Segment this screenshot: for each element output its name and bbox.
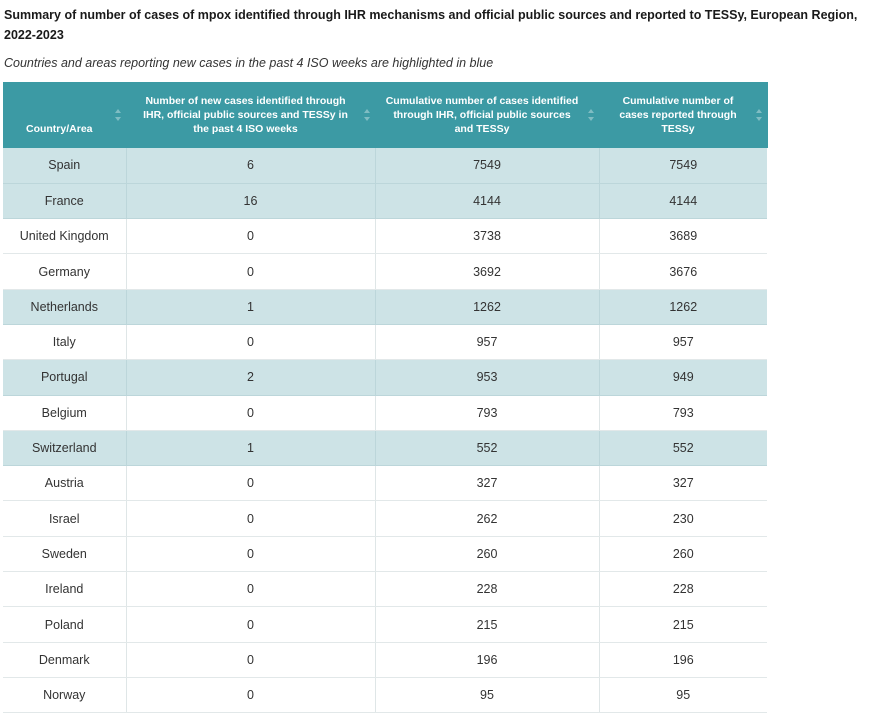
sort-icon[interactable] bbox=[755, 109, 762, 121]
cumulative-tessy-cell: 228 bbox=[599, 571, 767, 608]
table-row: Netherlands 1 1262 1262 bbox=[3, 289, 767, 325]
new-cases-cell: 0 bbox=[126, 324, 376, 361]
table-row: Israel 0 262 230 bbox=[3, 500, 767, 537]
country-cell: United Kingdom bbox=[3, 218, 127, 255]
country-cell: Poland bbox=[3, 606, 127, 643]
mpox-cases-table: Country/Area Number of new cases identif… bbox=[3, 82, 768, 713]
table-row: Denmark 0 196 196 bbox=[3, 642, 767, 678]
cumulative-ihr-cell: 1262 bbox=[375, 289, 600, 325]
country-cell: Austria bbox=[3, 465, 127, 502]
cumulative-ihr-cell: 7549 bbox=[375, 148, 600, 184]
new-cases-cell: 6 bbox=[126, 148, 376, 184]
column-header-label: Cumulative number of cases identified th… bbox=[385, 95, 579, 135]
cumulative-ihr-cell: 215 bbox=[375, 606, 600, 643]
cumulative-tessy-cell: 7549 bbox=[599, 148, 767, 184]
cumulative-ihr-cell: 196 bbox=[375, 642, 600, 678]
cumulative-tessy-cell: 215 bbox=[599, 606, 767, 643]
cumulative-ihr-cell: 793 bbox=[375, 395, 600, 431]
country-cell: France bbox=[3, 183, 127, 220]
new-cases-cell: 1 bbox=[126, 430, 376, 467]
country-cell: Ireland bbox=[3, 571, 127, 608]
table-row: Austria 0 327 327 bbox=[3, 465, 767, 502]
table-row: Spain 6 7549 7549 bbox=[3, 148, 767, 184]
cumulative-ihr-cell: 3692 bbox=[375, 253, 600, 290]
new-cases-cell: 0 bbox=[126, 571, 376, 608]
new-cases-cell: 0 bbox=[126, 677, 376, 713]
cumulative-tessy-cell: 793 bbox=[599, 395, 767, 431]
table-row: United Kingdom 0 3738 3689 bbox=[3, 218, 767, 255]
country-cell: Switzerland bbox=[3, 430, 127, 467]
table-row: Poland 0 215 215 bbox=[3, 606, 767, 643]
country-cell: Netherlands bbox=[3, 289, 127, 325]
new-cases-cell: 16 bbox=[126, 183, 376, 220]
sort-icon[interactable] bbox=[363, 109, 370, 121]
new-cases-cell: 1 bbox=[126, 289, 376, 325]
country-cell: Norway bbox=[3, 677, 127, 713]
cumulative-ihr-cell: 4144 bbox=[375, 183, 600, 220]
column-header-cumulative-tessy[interactable]: Cumulative number of cases reported thro… bbox=[599, 82, 768, 148]
new-cases-cell: 0 bbox=[126, 606, 376, 643]
cumulative-ihr-cell: 95 bbox=[375, 677, 600, 713]
page-title: Summary of number of cases of mpox ident… bbox=[4, 8, 858, 42]
cumulative-tessy-cell: 552 bbox=[599, 430, 767, 467]
cumulative-ihr-cell: 3738 bbox=[375, 218, 600, 255]
cumulative-ihr-cell: 228 bbox=[375, 571, 600, 608]
table-row: Switzerland 1 552 552 bbox=[3, 430, 767, 467]
cumulative-ihr-cell: 327 bbox=[375, 465, 600, 502]
cumulative-tessy-cell: 260 bbox=[599, 536, 767, 573]
cumulative-ihr-cell: 552 bbox=[375, 430, 600, 467]
column-header-new-cases[interactable]: Number of new cases identified through I… bbox=[126, 82, 376, 148]
table-row: France 16 4144 4144 bbox=[3, 183, 767, 220]
cumulative-tessy-cell: 95 bbox=[599, 677, 767, 713]
column-header-label: Number of new cases identified through I… bbox=[143, 95, 348, 135]
table-row: Portugal 2 953 949 bbox=[3, 359, 767, 396]
new-cases-cell: 0 bbox=[126, 500, 376, 537]
table-row: Ireland 0 228 228 bbox=[3, 571, 767, 608]
new-cases-cell: 0 bbox=[126, 395, 376, 431]
country-cell: Portugal bbox=[3, 359, 127, 396]
new-cases-cell: 2 bbox=[126, 359, 376, 396]
cumulative-tessy-cell: 3689 bbox=[599, 218, 767, 255]
cumulative-tessy-cell: 957 bbox=[599, 324, 767, 361]
column-header-label: Cumulative number of cases reported thro… bbox=[619, 95, 737, 135]
cumulative-tessy-cell: 3676 bbox=[599, 253, 767, 290]
new-cases-cell: 0 bbox=[126, 642, 376, 678]
column-header-label: Country/Area bbox=[25, 123, 93, 135]
table-row: Sweden 0 260 260 bbox=[3, 536, 767, 573]
cumulative-tessy-cell: 230 bbox=[599, 500, 767, 537]
cumulative-ihr-cell: 953 bbox=[375, 359, 600, 396]
cumulative-tessy-cell: 1262 bbox=[599, 289, 767, 325]
cumulative-tessy-cell: 327 bbox=[599, 465, 767, 502]
new-cases-cell: 0 bbox=[126, 536, 376, 573]
country-cell: Israel bbox=[3, 500, 127, 537]
country-cell: Italy bbox=[3, 324, 127, 361]
country-cell: Sweden bbox=[3, 536, 127, 573]
country-cell: Spain bbox=[3, 148, 127, 184]
new-cases-cell: 0 bbox=[126, 253, 376, 290]
new-cases-cell: 0 bbox=[126, 218, 376, 255]
cumulative-ihr-cell: 260 bbox=[375, 536, 600, 573]
table-header-row: Country/Area Number of new cases identif… bbox=[3, 82, 768, 148]
sort-icon[interactable] bbox=[587, 109, 594, 121]
cumulative-tessy-cell: 949 bbox=[599, 359, 767, 396]
cumulative-ihr-cell: 262 bbox=[375, 500, 600, 537]
table-row: Norway 0 95 95 bbox=[3, 677, 767, 713]
column-header-cumulative-ihr[interactable]: Cumulative number of cases identified th… bbox=[375, 82, 600, 148]
sort-icon[interactable] bbox=[114, 109, 121, 121]
table-body: Spain 6 7549 7549 France 16 4144 4144 United Kin… bbox=[3, 148, 767, 713]
cumulative-tessy-cell: 196 bbox=[599, 642, 767, 678]
country-cell: Denmark bbox=[3, 642, 127, 678]
country-cell: Belgium bbox=[3, 395, 127, 431]
table-row: Belgium 0 793 793 bbox=[3, 395, 767, 431]
new-cases-cell: 0 bbox=[126, 465, 376, 502]
country-cell: Germany bbox=[3, 253, 127, 290]
column-header-country[interactable]: Country/Area bbox=[3, 82, 127, 148]
table-row: Italy 0 957 957 bbox=[3, 324, 767, 361]
cumulative-tessy-cell: 4144 bbox=[599, 183, 767, 220]
table-row: Germany 0 3692 3676 bbox=[3, 253, 767, 290]
table-subtitle: Countries and areas reporting new cases … bbox=[4, 56, 494, 70]
cumulative-ihr-cell: 957 bbox=[375, 324, 600, 361]
